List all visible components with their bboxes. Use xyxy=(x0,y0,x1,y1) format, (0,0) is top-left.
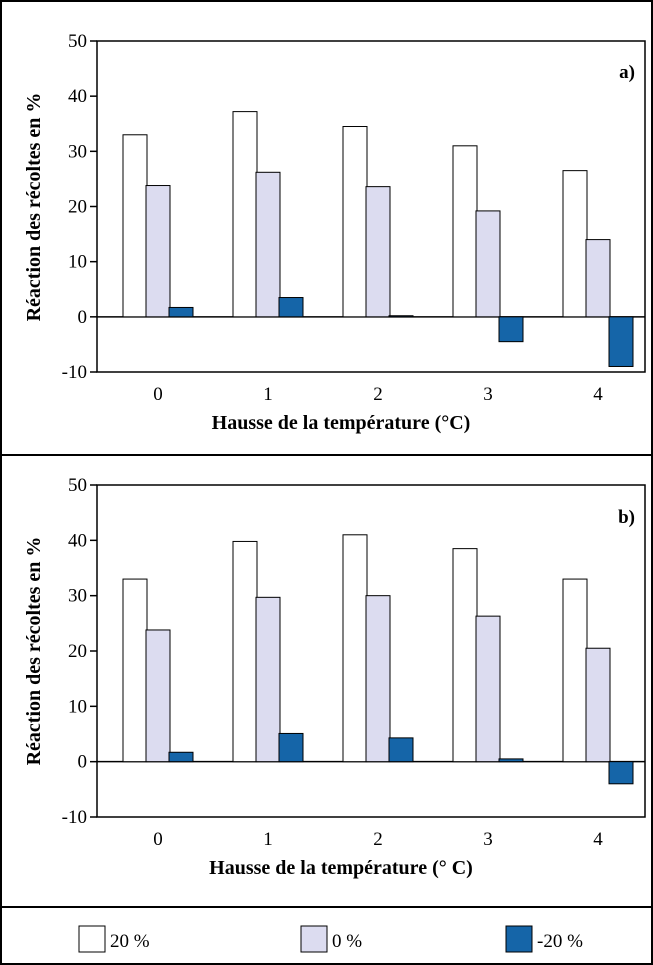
y-tick-label: 40 xyxy=(68,530,87,551)
bar-0-2 xyxy=(365,595,391,763)
legend-swatch-20 xyxy=(78,925,106,953)
x-ticks: 0 1 2 3 4 xyxy=(153,384,603,405)
legend-item-20: 20 % xyxy=(78,925,150,953)
bars xyxy=(122,534,634,785)
bars xyxy=(122,111,634,367)
x-ticks: 0 1 2 3 4 xyxy=(153,829,603,850)
legend-label-0: 0 % xyxy=(332,931,362,952)
bar-0-0 xyxy=(145,185,171,318)
x-tick-label: 0 xyxy=(153,384,163,405)
legend-item-minus20: -20 % xyxy=(505,925,583,953)
chart-panel-a: -10 0 10 20 30 40 50 0 1 2 3 4 a) Hausse de la tem… xyxy=(23,31,646,434)
bar-minus20-3 xyxy=(498,758,524,763)
bar-minus20-2 xyxy=(388,737,414,763)
bar-0-2 xyxy=(365,186,391,318)
bar-20-2 xyxy=(342,534,368,763)
y-tick-label: 0 xyxy=(78,752,88,773)
x-axis-label: Hausse de la température (°C) xyxy=(212,412,471,434)
x-tick-label: 1 xyxy=(263,829,273,850)
y-tick-label: 0 xyxy=(78,307,88,328)
bar-20-3 xyxy=(452,548,478,763)
y-tick-label: 50 xyxy=(68,31,87,52)
bar-20-2 xyxy=(342,126,368,318)
bar-minus20-2 xyxy=(388,315,414,318)
x-tick-label: 2 xyxy=(373,384,383,405)
y-axis-label: Réaction des récoltes en % xyxy=(23,93,45,322)
bar-minus20-3 xyxy=(498,316,524,343)
y-tick-label: 20 xyxy=(68,641,87,662)
x-tick-label: 4 xyxy=(593,829,603,850)
bar-20-0 xyxy=(122,578,148,763)
y-tick-label: 30 xyxy=(68,141,87,162)
legend-swatch-0 xyxy=(300,925,328,953)
chart-panel-b: -10 0 10 20 30 40 50 0 1 2 3 4 b) Hausse de la tem… xyxy=(23,475,646,879)
bar-0-4 xyxy=(585,239,611,318)
bar-0-0 xyxy=(145,629,171,763)
y-tick-label: 40 xyxy=(68,86,87,107)
legend-label-minus20: -20 % xyxy=(537,931,583,952)
bar-0-3 xyxy=(475,210,501,318)
bar-20-0 xyxy=(122,134,148,318)
x-tick-label: 4 xyxy=(593,384,603,405)
bar-20-1 xyxy=(232,540,258,763)
y-tick-label: -10 xyxy=(62,807,87,828)
bar-0-3 xyxy=(475,615,501,763)
legend-label-20: 20 % xyxy=(110,931,150,952)
y-ticks: -10 0 10 20 30 40 50 xyxy=(62,31,97,383)
x-tick-label: 3 xyxy=(483,384,493,405)
legend-swatch-minus20 xyxy=(505,925,533,953)
y-axis-label: Réaction des récoltes en % xyxy=(23,537,45,766)
x-tick-label: 1 xyxy=(263,384,273,405)
bar-minus20-4 xyxy=(608,761,634,785)
legend: 20 % 0 % -20 % xyxy=(78,925,583,953)
x-tick-label: 0 xyxy=(153,829,163,850)
y-ticks: -10 0 10 20 30 40 50 xyxy=(62,475,97,828)
panel-label-b: b) xyxy=(618,507,635,528)
x-axis-label: Hausse de la température (° C) xyxy=(209,857,473,879)
bar-minus20-1 xyxy=(278,297,304,318)
x-tick-label: 2 xyxy=(373,829,383,850)
bar-0-1 xyxy=(255,596,281,763)
bar-minus20-0 xyxy=(168,306,194,318)
legend-item-0: 0 % xyxy=(300,925,362,953)
panel-label-a: a) xyxy=(619,62,635,83)
y-tick-label: -10 xyxy=(62,362,87,383)
y-tick-label: 50 xyxy=(68,475,87,496)
bar-0-4 xyxy=(585,647,611,763)
bar-20-4 xyxy=(562,170,588,318)
bar-minus20-1 xyxy=(278,732,304,763)
bar-minus20-4 xyxy=(608,316,634,367)
x-tick-label: 3 xyxy=(483,829,493,850)
bar-0-1 xyxy=(255,171,281,318)
y-tick-label: 30 xyxy=(68,586,87,607)
bar-20-4 xyxy=(562,578,588,763)
bar-20-3 xyxy=(452,145,478,318)
y-tick-label: 10 xyxy=(68,696,87,717)
bar-minus20-0 xyxy=(168,751,194,763)
y-tick-label: 10 xyxy=(68,252,87,273)
y-tick-label: 20 xyxy=(68,197,87,218)
bar-20-1 xyxy=(232,111,258,318)
